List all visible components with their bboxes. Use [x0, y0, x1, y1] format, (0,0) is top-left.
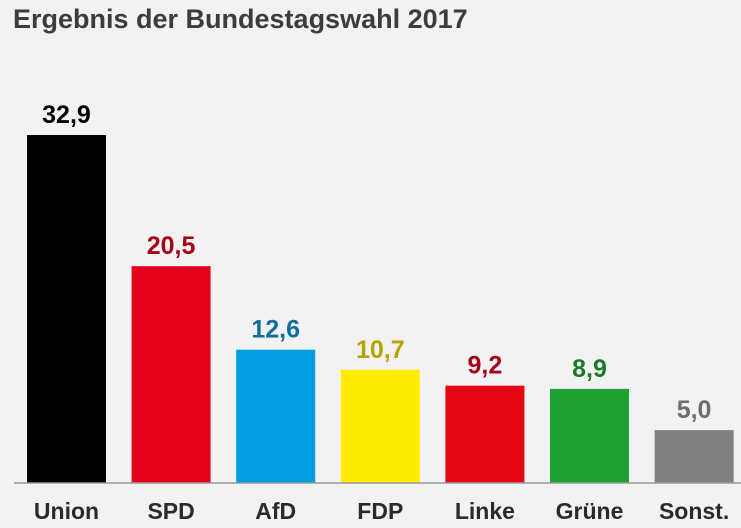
- category-labels-group: Union SPD AfD FDP Linke Grüne Sonst.: [34, 498, 729, 524]
- value-labels-group: 32,9 20,5 12,6 10,7 9,2 8,9 5,0: [42, 101, 711, 424]
- value-label-gr-ne: 8,9: [572, 355, 607, 383]
- bar-afd: [236, 349, 316, 483]
- category-label-afd: AfD: [255, 498, 296, 524]
- category-label-sonst: Sonst.: [659, 498, 729, 524]
- value-label-afd: 12,6: [251, 316, 300, 344]
- bar-gr-ne: [550, 388, 629, 483]
- category-label-fdp: FDP: [357, 498, 403, 524]
- bar-sonst: [654, 430, 734, 483]
- value-label-union: 32,9: [42, 101, 91, 129]
- value-label-linke: 9,2: [468, 352, 503, 380]
- bar-union: [27, 135, 106, 483]
- category-label-linke: Linke: [455, 498, 515, 524]
- value-label-fdp: 10,7: [356, 336, 405, 364]
- category-label-spd: SPD: [147, 498, 194, 524]
- category-label-union: Union: [34, 498, 99, 524]
- bar-fdp: [340, 369, 420, 483]
- bars-group: [27, 135, 734, 483]
- chart-title: Ergebnis der Bundestagswahl 2017: [13, 4, 468, 34]
- value-label-spd: 20,5: [147, 232, 196, 260]
- value-label-sonst: 5,0: [677, 396, 712, 424]
- bar-spd: [131, 266, 211, 483]
- bar-linke: [445, 385, 525, 483]
- category-label-gr-ne: Grüne: [556, 498, 624, 524]
